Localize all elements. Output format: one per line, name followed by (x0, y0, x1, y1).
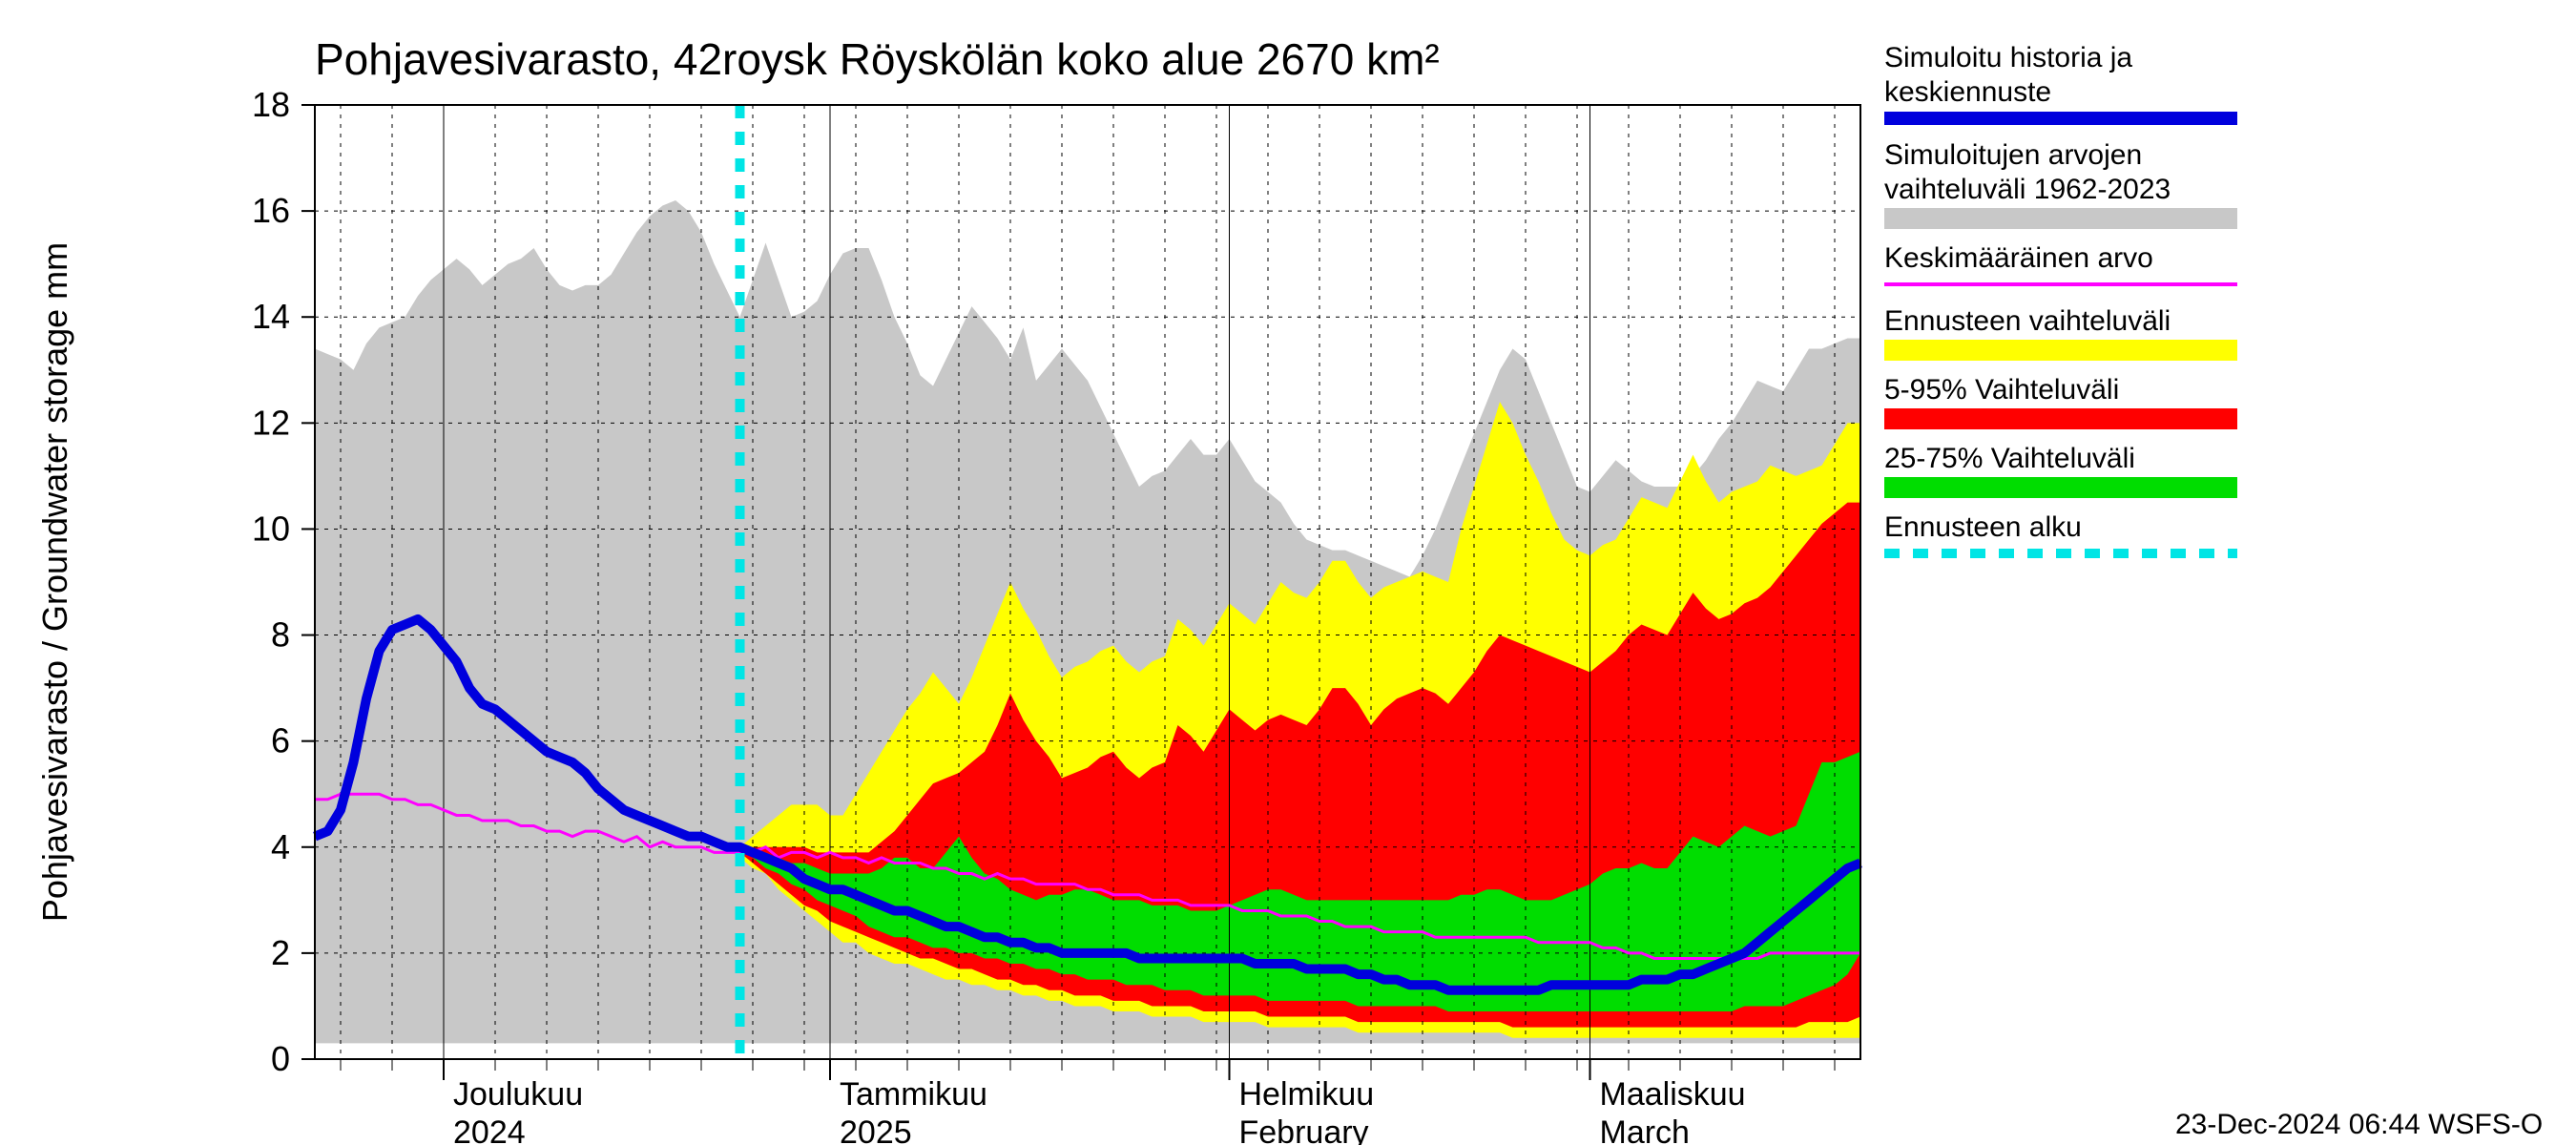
legend-label: Keskimääräinen arvo (1884, 242, 2153, 274)
x-month-label: Maaliskuu (1600, 1076, 1746, 1113)
chart-title: Pohjavesivarasto, 42roysk Röyskölän koko… (315, 34, 1440, 84)
y-tick-label: 6 (271, 721, 290, 760)
x-month-label: Joulukuu (453, 1076, 583, 1113)
legend-swatch (1884, 477, 2237, 498)
y-tick-label: 2 (271, 933, 290, 972)
x-month-sublabel: February (1239, 1114, 1369, 1145)
legend-label: Ennusteen vaihteluväli (1884, 305, 2171, 337)
groundwater-forecast-chart: 0 2 4 6 8 10 12 14 16 18 Joulukuu2024 Tammikuu2025 H… (0, 0, 2576, 1145)
y-tick-label: 8 (271, 615, 290, 655)
y-tick-label: 0 (271, 1039, 290, 1078)
x-month-sublabel: March (1600, 1114, 1690, 1145)
legend-label: 5-95% Vaihteluväli (1884, 374, 2119, 406)
y-tick-label: 4 (271, 827, 290, 866)
legend-label: Simuloitujen arvojen (1884, 139, 2142, 171)
timestamp-footer: 23-Dec-2024 06:44 WSFS-O (2175, 1109, 2543, 1140)
x-month-label: Tammikuu (840, 1076, 987, 1113)
legend-swatch (1884, 208, 2237, 229)
x-month-sublabel: 2025 (840, 1114, 912, 1145)
y-tick-label: 18 (252, 85, 290, 124)
y-tick-label: 16 (252, 191, 290, 230)
legend-label: vaihteluväli 1962-2023 (1884, 174, 2171, 205)
legend-label: keskiennuste (1884, 76, 2051, 108)
legend-label: 25-75% Vaihteluväli (1884, 443, 2135, 474)
legend-label: Ennusteen alku (1884, 511, 2082, 543)
x-month-sublabel: 2024 (453, 1114, 526, 1145)
legend-label: Simuloitu historia ja (1884, 42, 2132, 73)
legend-swatch (1884, 340, 2237, 361)
y-tick-label: 10 (252, 509, 290, 548)
y-axis-label: Pohjavesivarasto / Groundwater storage m… (35, 242, 74, 922)
legend-swatch (1884, 408, 2237, 429)
y-tick-label: 12 (252, 403, 290, 442)
y-tick-label: 14 (252, 297, 290, 336)
x-month-label: Helmikuu (1239, 1076, 1375, 1113)
